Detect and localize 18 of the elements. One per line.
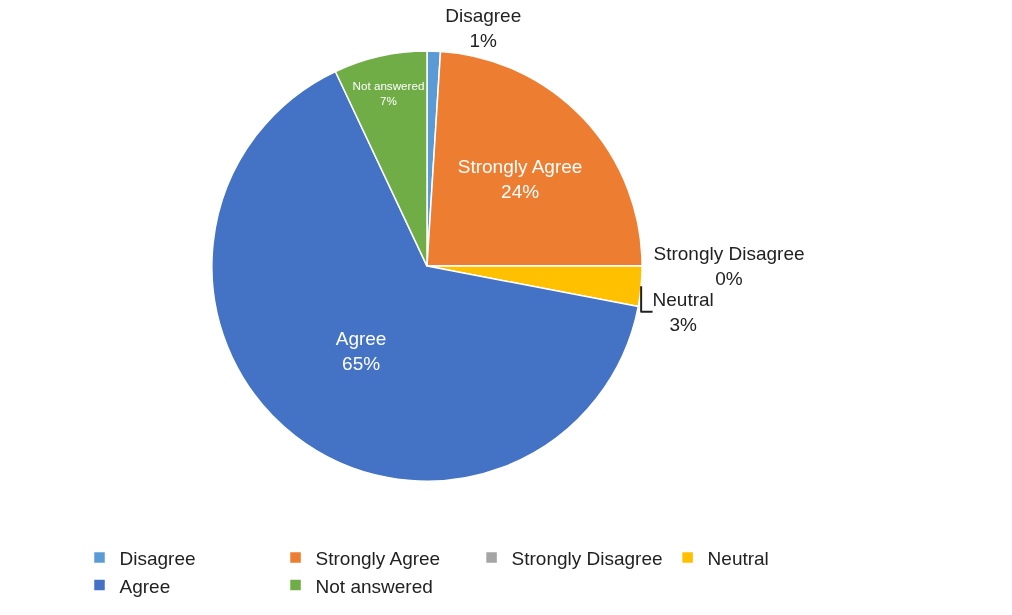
legend-label: Disagree xyxy=(119,547,196,569)
legend-label: Agree xyxy=(119,575,171,597)
text: 0% xyxy=(715,267,743,289)
slice-label: Not answered xyxy=(352,79,425,93)
legend-label: Neutral xyxy=(707,547,769,569)
data-label: 65% xyxy=(342,352,381,374)
category-label: Strongly Disagree xyxy=(653,243,805,265)
slice-label: Agree xyxy=(335,328,387,350)
slice-label: Disagree xyxy=(445,5,522,27)
slice-label: Strongly Agree xyxy=(457,155,583,177)
legend-label: Not answered xyxy=(315,575,433,597)
legend-label: Strongly Disagree xyxy=(511,547,663,569)
slice-label: Neutral xyxy=(652,288,714,310)
data-label: 3% xyxy=(669,313,698,335)
legend-label: Strongly Agree xyxy=(315,547,441,569)
data-label: 24% xyxy=(501,180,540,202)
data-label: 7% xyxy=(380,94,397,108)
data-label: 1% xyxy=(469,30,498,52)
